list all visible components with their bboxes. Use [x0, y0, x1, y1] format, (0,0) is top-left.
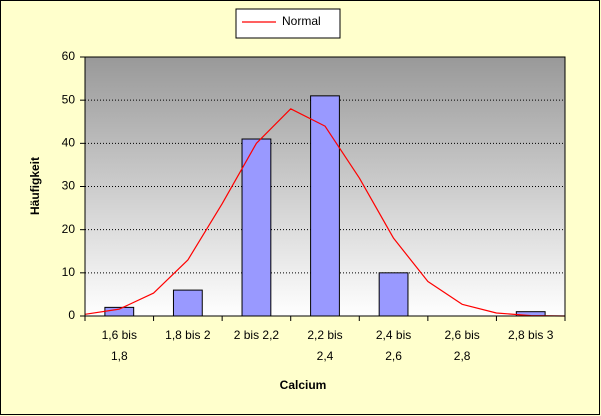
y-tick-label: 0 [68, 308, 75, 322]
x-tick-label: 1,8 bis 2 [165, 328, 211, 342]
legend: Normal [235, 8, 341, 39]
bar [378, 272, 409, 317]
x-tick-label-box: 1,6 bis 1,8 [101, 328, 137, 363]
bar [241, 138, 272, 317]
legend-label: Normal [282, 14, 321, 28]
bar [310, 95, 340, 317]
y-tick-label: 30 [62, 179, 76, 193]
x-tick-label-box: 2,4 bis 2,6 [375, 328, 412, 363]
x-tick-label-box: 2,2 bis 2,4 [307, 328, 343, 363]
x-tick-label-box: 2,8 bis 3 [508, 328, 554, 342]
x-tick-label: 2,8 bis 3 [508, 328, 554, 342]
x-tick-label: 2,2 bis 2,4 [307, 328, 343, 363]
x-tick-label: 2,4 bis 2,6 [375, 328, 412, 363]
x-tick-label-box: 1,8 bis 2 [165, 328, 211, 342]
y-tick-label: 10 [62, 265, 76, 279]
x-tick-label-box: 2 bis 2,2 [233, 328, 280, 342]
x-tick-label-box: 2,6 bis 2,8 [444, 328, 480, 363]
y-axis-title: Häufigkeit [28, 157, 42, 215]
y-tick-label: 20 [62, 222, 76, 236]
x-tick-label: 2 bis 2,2 [233, 328, 280, 342]
x-axis-title: Calcium [280, 378, 327, 392]
x-tick-label: 2,6 bis 2,8 [444, 328, 480, 363]
y-tick-label: 60 [62, 49, 76, 63]
bar [172, 289, 203, 317]
y-tick-label: 50 [62, 92, 76, 106]
x-tick-label: 1,6 bis 1,8 [101, 328, 137, 363]
marks [84, 95, 566, 317]
normal-curve [84, 108, 566, 317]
y-tick-label: 40 [62, 136, 76, 150]
legend-box [235, 8, 341, 39]
